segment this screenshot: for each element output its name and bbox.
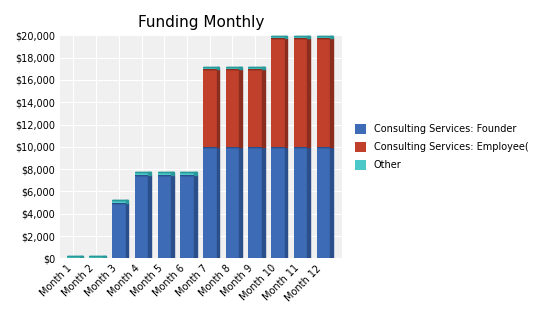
Bar	[226, 66, 239, 69]
Bar	[226, 69, 239, 147]
Polygon shape	[217, 147, 219, 258]
Polygon shape	[148, 175, 151, 258]
Polygon shape	[285, 147, 288, 258]
Bar	[271, 38, 285, 147]
Bar	[135, 175, 148, 258]
Bar	[180, 175, 194, 258]
Polygon shape	[171, 172, 174, 175]
Bar	[316, 38, 330, 147]
Bar	[249, 147, 262, 258]
Bar	[67, 256, 80, 258]
Bar	[90, 256, 103, 258]
Polygon shape	[307, 38, 310, 147]
Polygon shape	[262, 147, 265, 258]
Polygon shape	[262, 66, 265, 69]
Bar	[294, 38, 307, 147]
Polygon shape	[148, 172, 151, 175]
Polygon shape	[307, 36, 310, 38]
Polygon shape	[330, 147, 333, 258]
Bar	[203, 69, 217, 147]
Bar	[180, 172, 194, 175]
Polygon shape	[307, 147, 310, 258]
Polygon shape	[80, 256, 83, 258]
Polygon shape	[217, 66, 219, 69]
Polygon shape	[126, 200, 129, 203]
Polygon shape	[239, 66, 242, 69]
Bar	[135, 172, 148, 175]
Bar	[203, 66, 217, 69]
Polygon shape	[285, 38, 288, 147]
Polygon shape	[285, 36, 288, 38]
Bar	[112, 203, 126, 258]
Bar	[157, 172, 171, 175]
Bar	[271, 36, 285, 38]
Bar	[112, 200, 126, 203]
Bar	[249, 66, 262, 69]
Polygon shape	[262, 69, 265, 147]
Polygon shape	[194, 175, 196, 258]
Polygon shape	[217, 69, 219, 147]
Polygon shape	[330, 38, 333, 147]
Bar	[271, 147, 285, 258]
Polygon shape	[103, 256, 106, 258]
Polygon shape	[239, 69, 242, 147]
Bar	[316, 147, 330, 258]
Title: Funding Monthly: Funding Monthly	[138, 15, 264, 30]
Polygon shape	[171, 175, 174, 258]
Polygon shape	[239, 147, 242, 258]
Polygon shape	[330, 36, 333, 38]
Polygon shape	[126, 203, 129, 258]
Bar	[294, 36, 307, 38]
Polygon shape	[194, 172, 196, 175]
Bar	[203, 147, 217, 258]
Bar	[316, 36, 330, 38]
Bar	[249, 69, 262, 147]
Bar	[157, 175, 171, 258]
Bar	[226, 147, 239, 258]
Bar	[294, 147, 307, 258]
Legend: Consulting Services: Founder, Consulting Services: Employee(, Other: Consulting Services: Founder, Consulting…	[350, 119, 534, 175]
